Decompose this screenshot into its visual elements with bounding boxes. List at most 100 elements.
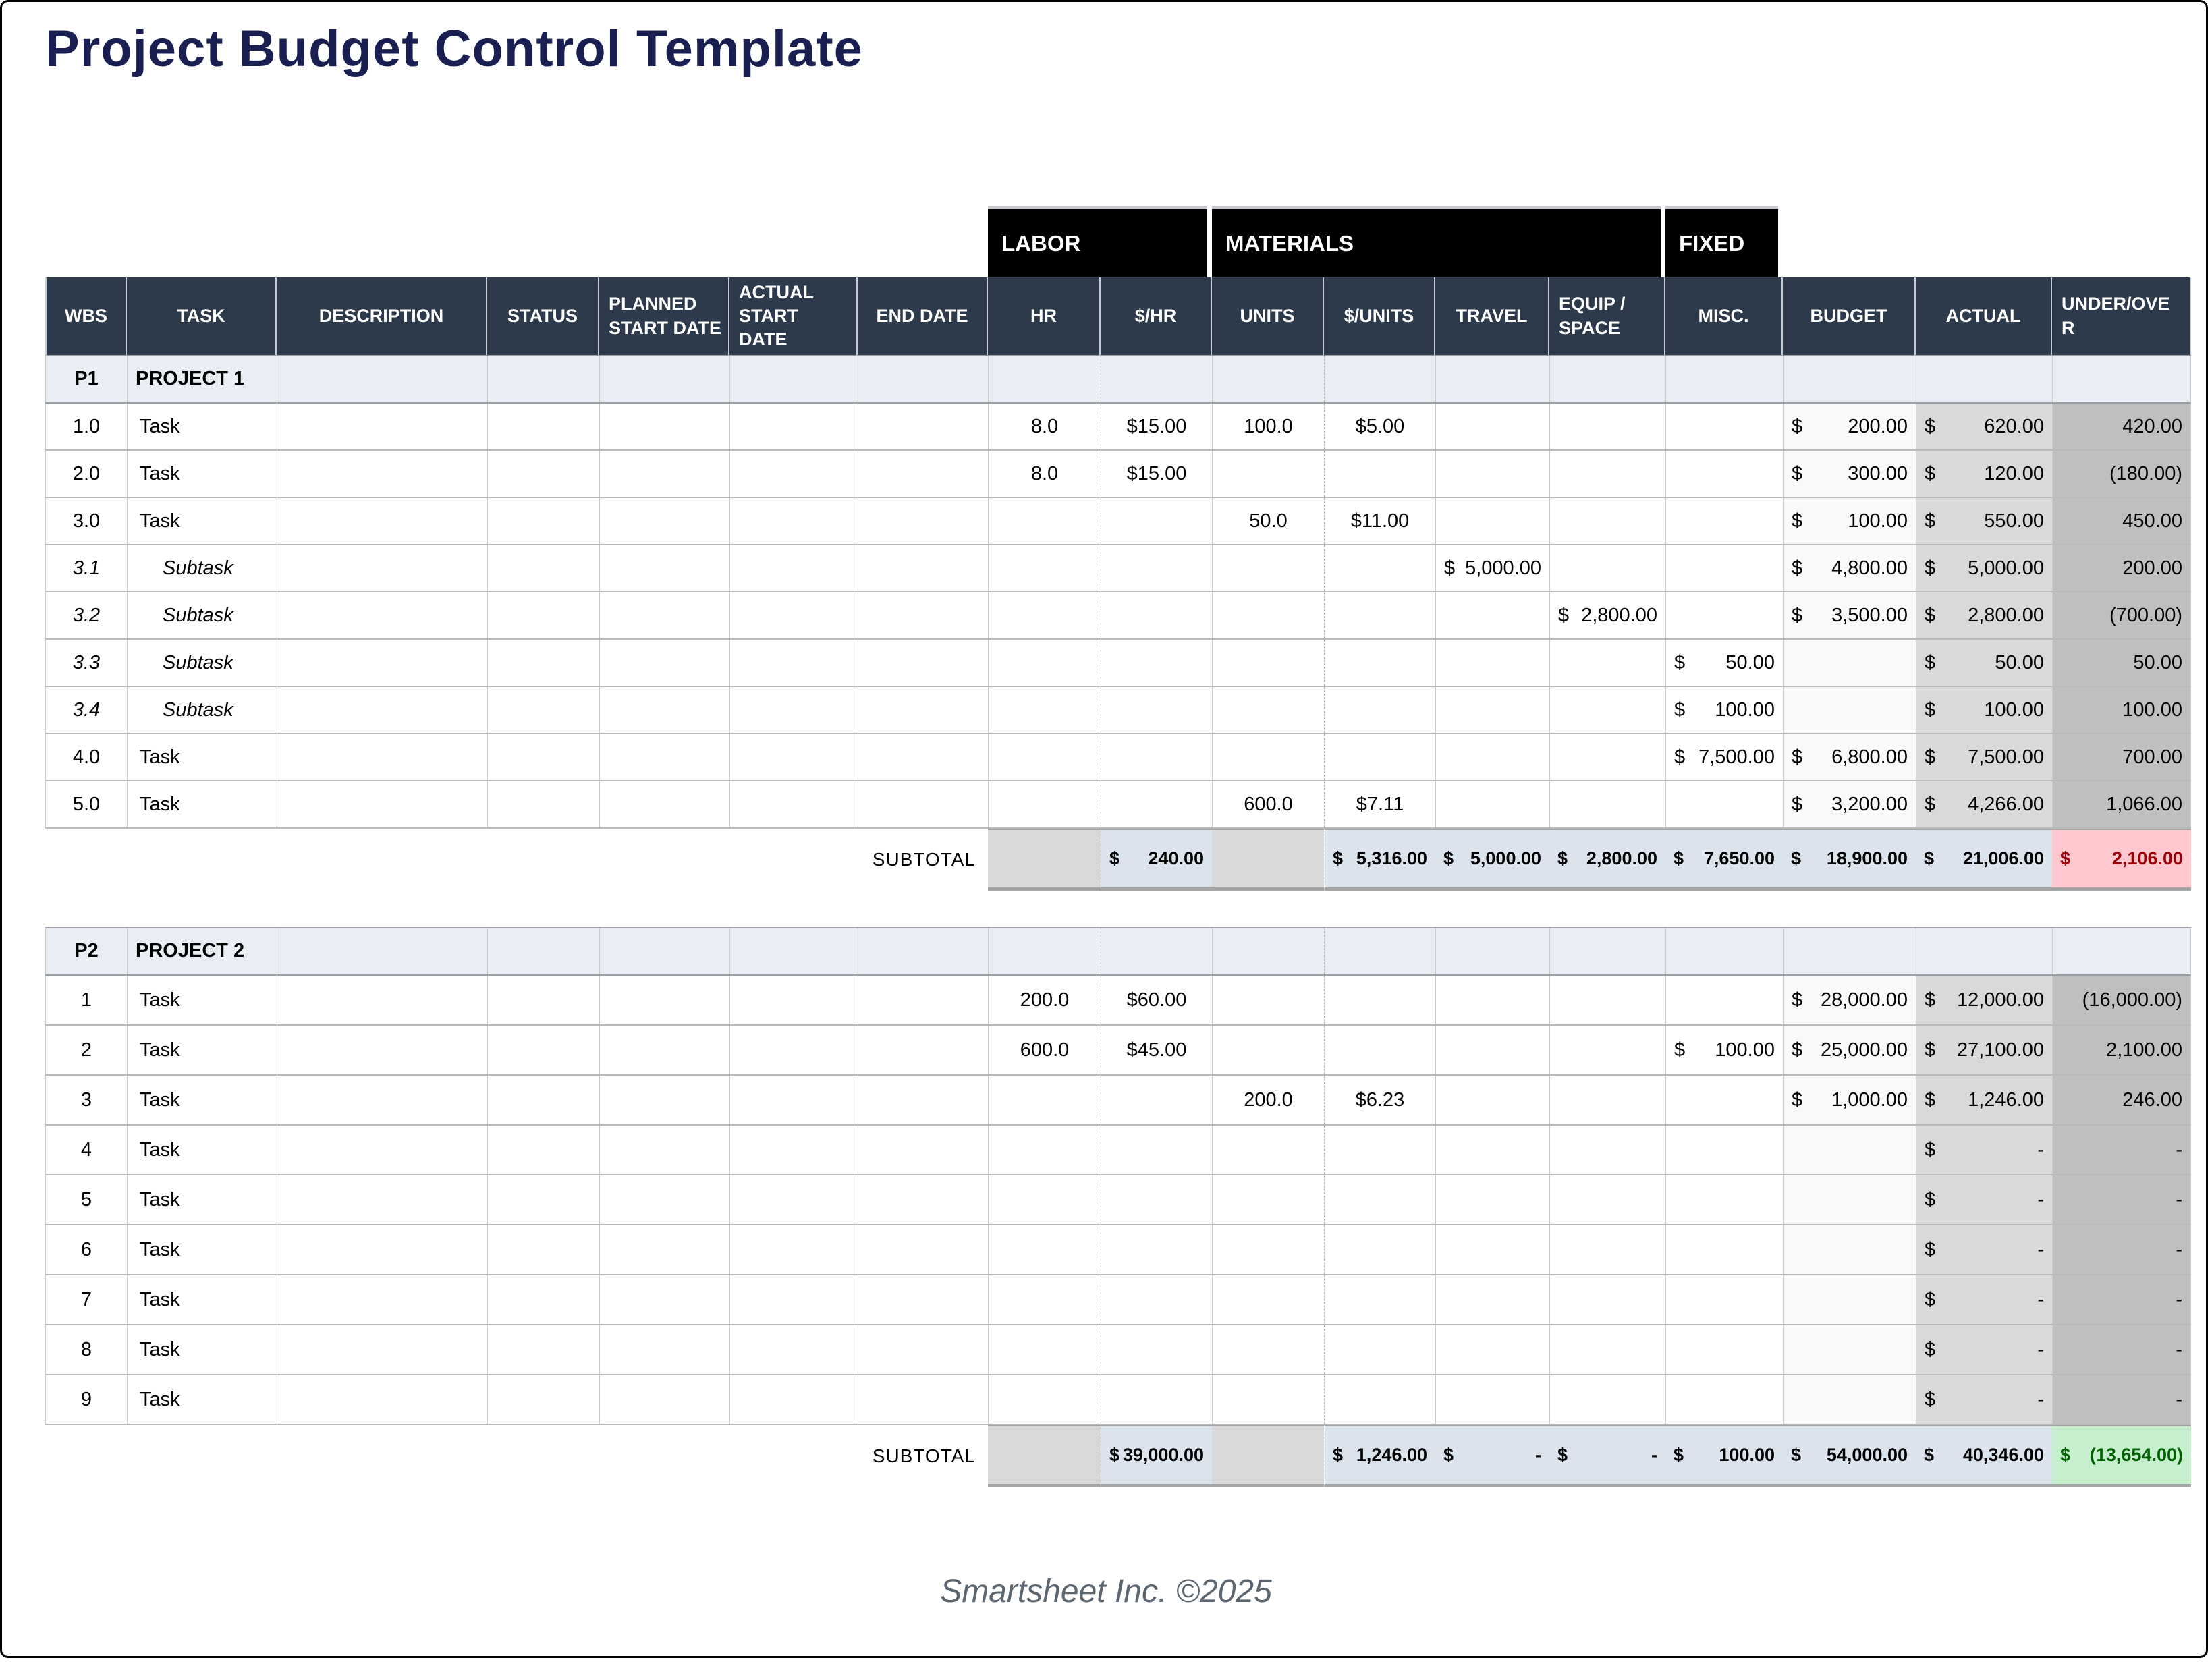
cell-task[interactable]: Task [127,1026,277,1074]
cell-description[interactable] [277,498,487,544]
cell-hr[interactable]: 600.0 [988,1026,1101,1074]
cell-budget[interactable]: $4,800.00 [1783,545,1916,591]
cell-actual[interactable]: $ - [1916,1126,2052,1174]
cell-actual[interactable]: $ - [1916,1375,2052,1424]
cell-budget[interactable] [1783,687,1916,733]
cell-equip-space[interactable]: $2,800.00 [1549,592,1665,638]
cell-planned-start[interactable] [599,1275,729,1324]
subtotal-under-over[interactable]: $ (13,654.00) [2052,1425,2191,1487]
cell-units[interactable]: 100.0 [1212,404,1324,449]
cell-misc[interactable]: $50.00 [1665,640,1783,686]
cell-task[interactable]: Task [127,734,277,780]
cell-travel[interactable] [1435,592,1549,638]
cell-hr[interactable] [988,545,1101,591]
cell-status[interactable] [487,687,599,733]
cell-task[interactable]: Task [127,1375,277,1424]
cell-task[interactable]: Task [127,1126,277,1174]
cell-unit-cost[interactable] [1324,356,1435,402]
cell-actual[interactable]: $5,000.00 [1916,545,2052,591]
cell-description[interactable] [277,1325,487,1374]
cell-rate[interactable] [1101,687,1212,733]
cell-end-date[interactable] [858,928,988,974]
cell-actual-start[interactable] [729,1175,858,1224]
cell-rate[interactable] [1101,1275,1212,1324]
cell-under-over[interactable]: 1,066.00 [2052,781,2191,827]
cell-equip-space[interactable] [1549,734,1665,780]
cell-end-date[interactable] [858,1126,988,1174]
cell-actual[interactable]: $27,100.00 [1916,1026,2052,1074]
subtotal-equip-space[interactable]: $ - [1549,1425,1665,1487]
cell-budget[interactable] [1783,928,1916,974]
cell-misc[interactable] [1665,1225,1783,1274]
cell-budget[interactable]: $200.00 [1783,404,1916,449]
cell-hr[interactable]: 8.0 [988,404,1101,449]
cell-equip-space[interactable] [1549,451,1665,497]
cell-unit-cost[interactable] [1324,734,1435,780]
cell-travel[interactable] [1435,734,1549,780]
cell-planned-start[interactable] [599,592,729,638]
cell-travel[interactable]: $5,000.00 [1435,545,1549,591]
cell-actual[interactable]: $ - [1916,1225,2052,1274]
cell-equip-space[interactable] [1549,1375,1665,1424]
cell-status[interactable] [487,451,599,497]
cell-under-over[interactable]: (700.00) [2052,592,2191,638]
cell-unit-cost[interactable] [1324,1026,1435,1074]
cell-planned-start[interactable] [599,781,729,827]
cell-units[interactable] [1212,1225,1324,1274]
subtotal-travel[interactable]: $5,000.00 [1435,829,1549,891]
cell-units[interactable] [1212,1126,1324,1174]
cell-task[interactable]: Task [127,976,277,1024]
cell-rate[interactable] [1101,928,1212,974]
cell-unit-cost[interactable] [1324,592,1435,638]
cell-actual-start[interactable] [729,928,858,974]
cell-hr[interactable] [988,640,1101,686]
cell-status[interactable] [487,1375,599,1424]
cell-planned-start[interactable] [599,1325,729,1374]
cell-planned-start[interactable] [599,451,729,497]
cell-hr[interactable] [988,781,1101,827]
cell-end-date[interactable] [858,687,988,733]
cell-travel[interactable] [1435,928,1549,974]
cell-under-over[interactable]: - [2052,1126,2191,1174]
subtotal-under-over[interactable]: $2,106.00 [2052,829,2191,891]
cell-wbs[interactable]: 5 [45,1175,127,1224]
cell-hr[interactable] [988,592,1101,638]
cell-description[interactable] [277,928,487,974]
cell-hr[interactable] [988,1375,1101,1424]
cell-units[interactable] [1212,1026,1324,1074]
cell-end-date[interactable] [858,1076,988,1124]
cell-equip-space[interactable] [1549,404,1665,449]
cell-budget[interactable]: $100.00 [1783,498,1916,544]
cell-description[interactable] [277,1275,487,1324]
cell-equip-space[interactable] [1549,928,1665,974]
cell-actual-start[interactable] [729,976,858,1024]
cell-hr[interactable] [988,1076,1101,1124]
cell-actual-start[interactable] [729,1126,858,1174]
cell-planned-start[interactable] [599,1126,729,1174]
cell-end-date[interactable] [858,498,988,544]
cell-units[interactable]: 50.0 [1212,498,1324,544]
subtotal-hr[interactable] [988,1425,1101,1487]
cell-status[interactable] [487,1275,599,1324]
cell-end-date[interactable] [858,1026,988,1074]
cell-description[interactable] [277,781,487,827]
cell-misc[interactable]: $100.00 [1665,1026,1783,1074]
cell-description[interactable] [277,451,487,497]
cell-rate[interactable] [1101,1375,1212,1424]
cell-budget[interactable] [1783,640,1916,686]
cell-under-over[interactable]: (16,000.00) [2052,976,2191,1024]
cell-travel[interactable] [1435,1225,1549,1274]
cell-actual-start[interactable] [729,1026,858,1074]
cell-status[interactable] [487,1076,599,1124]
cell-travel[interactable] [1435,687,1549,733]
cell-task[interactable]: Subtask [127,545,277,591]
cell-status[interactable] [487,592,599,638]
cell-unit-cost[interactable]: $5.00 [1324,404,1435,449]
cell-unit-cost[interactable] [1324,687,1435,733]
cell-equip-space[interactable] [1549,1175,1665,1224]
cell-hr[interactable] [988,687,1101,733]
cell-equip-space[interactable] [1549,1325,1665,1374]
cell-units[interactable] [1212,592,1324,638]
cell-misc[interactable] [1665,1275,1783,1324]
cell-budget[interactable] [1783,356,1916,402]
